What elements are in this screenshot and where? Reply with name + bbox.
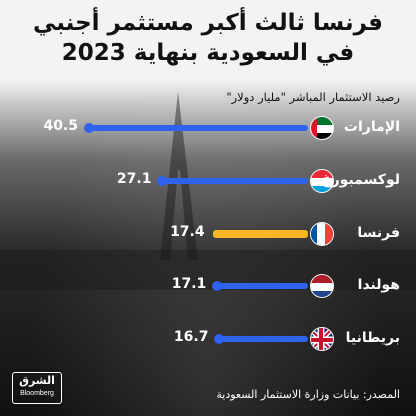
bar-cap [157,176,168,186]
source-note: المصدر: بيانات وزارة الاستثمار السعودية [216,388,400,401]
bar [86,125,308,131]
asharq-bloomberg-logo: الشرق Bloomberg [12,372,62,404]
title-line-1: فرنسا ثالث أكبر مستثمر أجنبي [33,10,383,36]
uk-flag-icon [310,327,334,351]
category-label: الإمارات [343,119,400,135]
bar-row: 27.1 لوكسمبورغ [0,166,416,196]
bar-row: 40.5 الإمارات [0,113,416,143]
france-flag-icon [310,222,334,246]
uae-flag-icon [310,116,334,140]
value-label: 17.4 [170,224,205,240]
bar-cap [214,334,225,344]
netherlands-flag-icon [310,274,334,298]
category-label: بريطانيا [345,330,400,346]
bar-row: 17.1 هولندا [0,271,416,301]
value-label: 27.1 [116,171,152,187]
bar-cap [84,123,94,133]
luxembourg-flag-icon [310,169,334,193]
category-label: فرنسا [357,225,400,241]
logo-english: Bloomberg [20,390,54,397]
logo-arabic: الشرق [19,374,55,387]
bar-row: 16.7 بريطانيا [0,324,416,354]
bar [214,283,308,289]
bar-row: 17.4 فرنسا [0,219,416,249]
bar [159,178,308,184]
title-line-2: في السعودية بنهاية 2023 [61,40,355,66]
value-label: 17.1 [171,276,207,292]
chart-subtitle: رصيد الاستثمار المباشر "مليار دولار" [226,90,400,104]
chart-title: فرنسا ثالث أكبر مستثمر أجنبي في السعودية… [0,8,416,68]
value-label: 16.7 [173,329,209,345]
category-label: هولندا [357,277,400,293]
bar [216,336,308,342]
category-label: لوكسمبورغ [322,172,400,188]
bar-cap [212,281,223,291]
value-label: 40.5 [43,118,78,134]
bar-highlight [212,230,308,238]
